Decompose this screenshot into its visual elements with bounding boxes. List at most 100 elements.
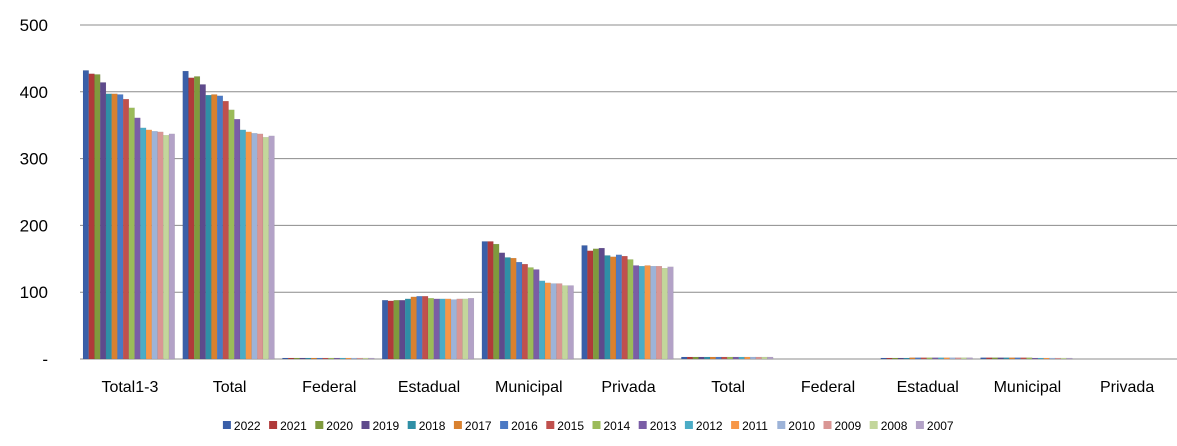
bar-2017-2 — [310, 357, 317, 360]
bar-2022-9 — [980, 357, 987, 360]
x-tick-label: Estadual — [897, 379, 959, 396]
bar-2021-0 — [88, 73, 95, 360]
legend-swatch — [222, 421, 231, 429]
y-tick-label: 100 — [20, 283, 48, 302]
legend-swatch — [869, 421, 878, 429]
bar-2015-0 — [122, 99, 130, 360]
bar-2012-8 — [938, 357, 945, 360]
bar-2013-6 — [732, 356, 739, 360]
bar-2021-8 — [886, 357, 893, 360]
bar-2012-6 — [738, 356, 745, 360]
bar-2016-4 — [516, 261, 523, 360]
bar-2014-2 — [328, 357, 335, 360]
bar-2013-5 — [633, 265, 640, 360]
bar-2009-9 — [1054, 357, 1061, 360]
bar-2009-5 — [656, 265, 663, 360]
bar-2013-3 — [433, 298, 440, 360]
bar-2017-3 — [410, 296, 417, 360]
legend-swatch — [823, 421, 832, 429]
bar-2007-8 — [966, 357, 973, 360]
bar-2007-1 — [268, 135, 275, 360]
bar-2019-0 — [100, 82, 107, 360]
y-tick-label: 300 — [20, 150, 48, 169]
bar-2021-3 — [387, 300, 394, 360]
bar-2010-5 — [650, 265, 657, 360]
bar-2010-9 — [1049, 357, 1056, 360]
x-tick-label: Estadual — [398, 379, 460, 396]
bar-2013-4 — [533, 269, 540, 360]
bar-2015-3 — [422, 296, 429, 360]
bar-2011-1 — [245, 131, 252, 360]
legend-swatch — [407, 421, 416, 429]
bar-2018-3 — [404, 298, 411, 360]
bar-2013-0 — [134, 117, 141, 360]
legend-item: 2007 — [915, 419, 954, 433]
bar-2016-5 — [615, 254, 622, 360]
bars — [82, 70, 1073, 360]
bar-2010-0 — [151, 131, 158, 360]
x-tick-label: Privada — [1100, 379, 1154, 396]
x-axis: Total1-3 Total Federal Estadual Municipal Pri… — [101, 379, 1154, 396]
bar-2015-8 — [920, 357, 927, 360]
bar-2019-6 — [698, 356, 705, 360]
bar-2007-9 — [1066, 357, 1073, 360]
bar-2009-2 — [356, 357, 363, 360]
bar-2013-9 — [1031, 357, 1039, 360]
bar-2007-4 — [567, 285, 574, 360]
x-tick-label: Total — [213, 379, 247, 396]
bar-2010-6 — [750, 356, 757, 360]
legend-item: 2015 — [546, 419, 584, 433]
x-tick-label: Privada — [601, 379, 655, 396]
legend-label: 2019 — [373, 419, 400, 433]
bar-2019-3 — [399, 300, 406, 360]
bar-2010-2 — [351, 357, 358, 360]
bar-2022-8 — [880, 357, 887, 360]
bar-2019-1 — [199, 84, 206, 360]
bar-2018-4 — [504, 257, 511, 360]
bar-2012-1 — [239, 129, 246, 360]
bar-2018-9 — [1003, 357, 1010, 360]
bar-2015-9 — [1020, 357, 1027, 360]
legend-label: 2009 — [835, 419, 862, 433]
bar-2008-3 — [462, 298, 469, 360]
legend-swatch — [638, 421, 647, 429]
bar-2011-2 — [345, 357, 352, 360]
bar-2010-3 — [450, 299, 457, 360]
legend-label: 2010 — [788, 419, 815, 433]
legend-swatch — [361, 421, 370, 429]
bar-2020-9 — [991, 357, 998, 360]
bar-2015-2 — [322, 357, 329, 360]
bar-2009-0 — [157, 131, 164, 360]
bar-2014-6 — [727, 356, 734, 360]
bar-2009-4 — [556, 283, 563, 360]
bar-2020-1 — [194, 76, 201, 360]
bar-2008-6 — [761, 356, 768, 360]
bar-2017-0 — [111, 93, 118, 360]
bar-2008-8 — [960, 357, 967, 360]
x-tick-label: Municipal — [495, 379, 563, 396]
legend-item: 2011 — [731, 419, 768, 433]
bar-2007-2 — [368, 357, 375, 360]
bar-2020-4 — [493, 243, 500, 360]
bar-2018-6 — [704, 356, 711, 360]
bar-2012-0 — [140, 127, 147, 360]
bar-2019-9 — [997, 357, 1004, 360]
bar-2017-9 — [1009, 357, 1016, 360]
legend-label: 2012 — [696, 419, 723, 433]
legend-item: 2008 — [869, 419, 908, 433]
bar-2015-4 — [521, 263, 528, 360]
bar-2010-8 — [949, 357, 956, 360]
bar-2007-0 — [168, 133, 175, 360]
legend-swatch — [915, 421, 924, 429]
bar-2017-4 — [510, 257, 517, 360]
bar-2014-5 — [627, 259, 634, 360]
bar-2012-4 — [539, 280, 546, 360]
bar-2016-1 — [216, 95, 224, 360]
bar-2009-1 — [257, 133, 264, 360]
bar-2015-1 — [222, 101, 229, 360]
bar-2007-3 — [468, 298, 475, 360]
bar-2007-6 — [767, 356, 774, 360]
legend-label: 2011 — [742, 419, 768, 433]
